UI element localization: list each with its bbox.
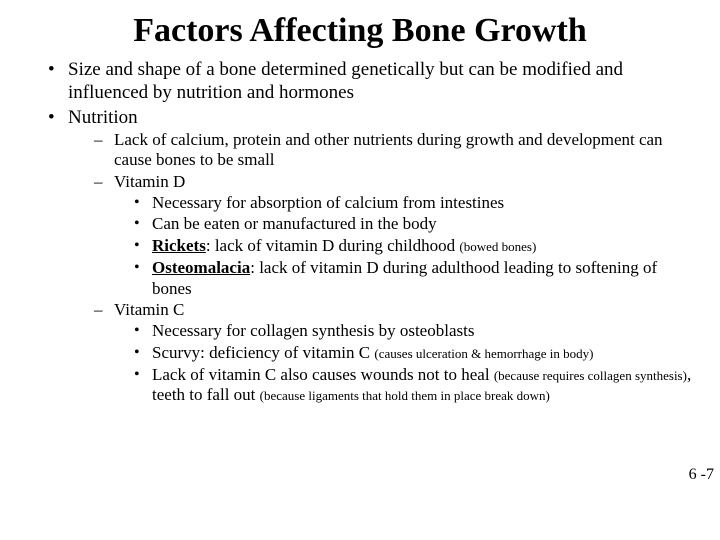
slide: Factors Affecting Bone Growth Size and s… <box>0 0 720 418</box>
l2-item-lack-nutrients: Lack of calcium, protein and other nutri… <box>94 130 700 171</box>
l3-item-wounds: Lack of vitamin C also causes wounds not… <box>134 365 700 406</box>
slide-title: Factors Affecting Bone Growth <box>20 12 700 50</box>
l3-text: Necessary for collagen synthesis by oste… <box>152 321 474 340</box>
l3-item-rickets: Rickets: lack of vitamin D during childh… <box>134 236 700 257</box>
desc: Scurvy: deficiency of vitamin C <box>152 343 374 362</box>
l3-item: Can be eaten or manufactured in the body <box>134 214 700 235</box>
n1: (because requires collagen synthesis) <box>494 368 687 383</box>
bullet-list-level3: Necessary for collagen synthesis by oste… <box>114 321 700 406</box>
l1-item-genetics: Size and shape of a bone determined gene… <box>48 58 700 104</box>
sep: : <box>250 258 259 277</box>
sep: : <box>206 236 215 255</box>
desc: lack of vitamin D during childhood <box>215 236 460 255</box>
l3-item-scurvy: Scurvy: deficiency of vitamin C (causes … <box>134 343 700 364</box>
bullet-list-level1: Size and shape of a bone determined gene… <box>20 58 700 406</box>
l3-item-osteomalacia: Osteomalacia: lack of vitamin D during a… <box>134 258 700 299</box>
l1-text: Nutrition <box>68 107 138 128</box>
l2-text: Lack of calcium, protein and other nutri… <box>114 130 663 170</box>
l2-text: Vitamin D <box>114 172 185 191</box>
l3-text: Necessary for absorption of calcium from… <box>152 193 504 212</box>
note: (bowed bones) <box>459 239 536 254</box>
bullet-list-level3: Necessary for absorption of calcium from… <box>114 193 700 300</box>
l3-text: Can be eaten or manufactured in the body <box>152 214 437 233</box>
l3-item: Necessary for absorption of calcium from… <box>134 193 700 214</box>
p1: Lack of vitamin C also causes wounds not… <box>152 365 494 384</box>
l2-item-vitamin-c: Vitamin C Necessary for collagen synthes… <box>94 300 700 406</box>
l3-item: Necessary for collagen synthesis by oste… <box>134 321 700 342</box>
l1-item-nutrition: Nutrition Lack of calcium, protein and o… <box>48 106 700 406</box>
bullet-list-level2: Lack of calcium, protein and other nutri… <box>68 130 700 407</box>
l2-text: Vitamin C <box>114 300 184 319</box>
l2-item-vitamin-d: Vitamin D Necessary for absorption of ca… <box>94 172 700 299</box>
page-number: 6 -7 <box>689 466 714 484</box>
note: (causes ulceration & hemorrhage in body) <box>374 346 593 361</box>
term-rickets: Rickets <box>152 236 206 255</box>
n2: (because ligaments that hold them in pla… <box>260 388 550 403</box>
l1-text: Size and shape of a bone determined gene… <box>68 59 623 103</box>
term-osteomalacia: Osteomalacia <box>152 258 250 277</box>
